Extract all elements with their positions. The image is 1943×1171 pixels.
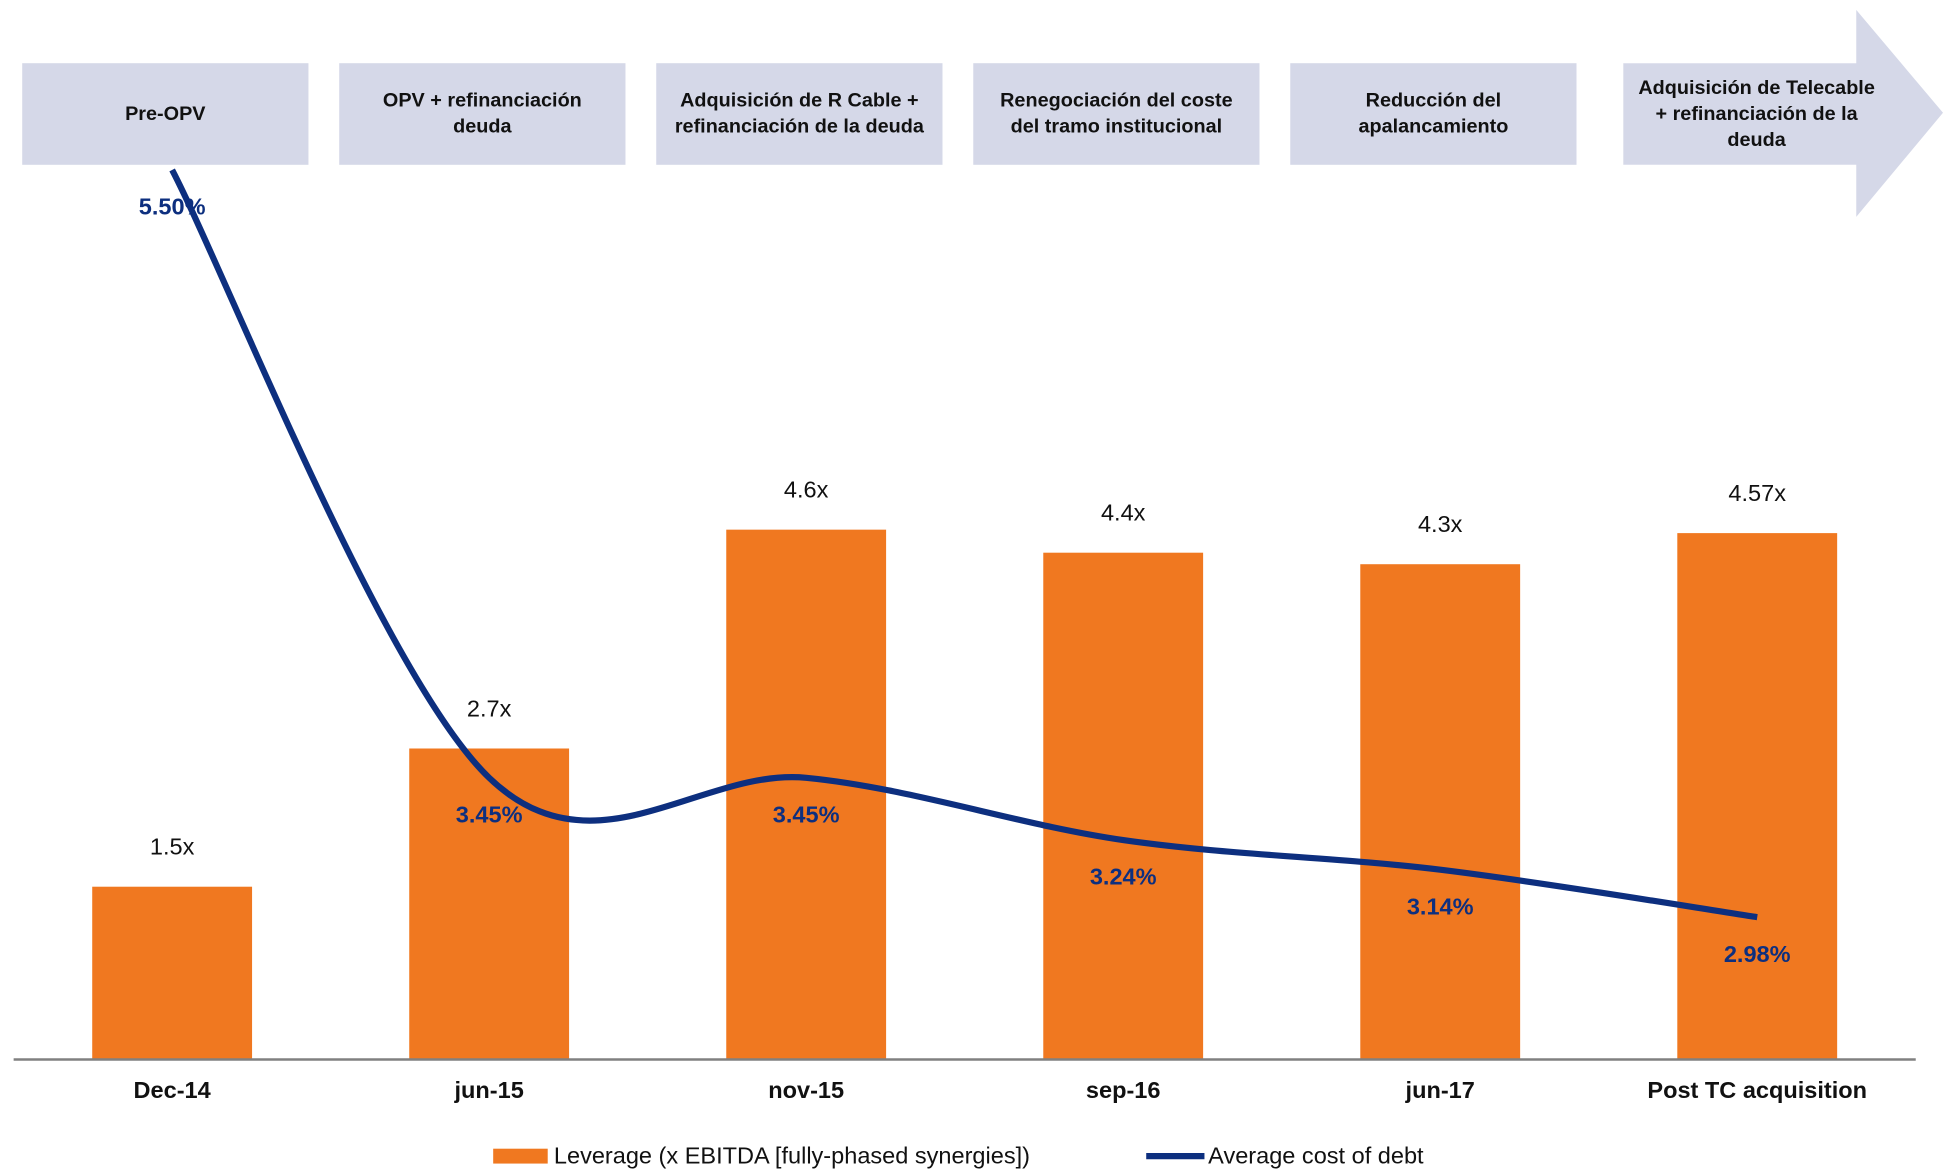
line-value-label: 3.24% [1090, 864, 1157, 890]
line [169, 168, 1758, 921]
x-tick-label: Post TC acquisition [1647, 1077, 1867, 1103]
bar [1360, 564, 1521, 1060]
phase-box [339, 63, 626, 165]
legend-label: Average cost of debt [1208, 1143, 1424, 1169]
x-tick-label: Dec-14 [134, 1077, 211, 1103]
bar [409, 748, 570, 1060]
bar [1043, 552, 1204, 1060]
phase-box [1290, 63, 1577, 165]
phase-label: Pre-OPV [125, 103, 206, 125]
phase-box [973, 63, 1260, 165]
timeline-arrow [1623, 9, 1943, 217]
phase-label-box: Pre-OPV [125, 103, 206, 125]
line-value-label: 3.45% [456, 801, 523, 827]
phase-label: Renegociación del coste del tramo instit… [1000, 90, 1233, 138]
bar-value-label: 4.3x [1418, 511, 1463, 537]
phase-label-box: Adquisición de Telecable + refinanciació… [1638, 77, 1875, 151]
phase-label: Adquisición de Telecable + refinanciació… [1638, 77, 1875, 151]
bar [1677, 533, 1838, 1060]
phase-label-box: OPV + refinanciación deuda [382, 90, 582, 138]
bar-value-label: 1.5x [150, 834, 195, 860]
line-value-label: 5.50% [139, 194, 206, 220]
line-value-label: 3.45% [773, 801, 840, 827]
x-tick-label: jun-17 [1405, 1077, 1475, 1103]
legend-label: Leverage (x EBITDA [fully-phased synergi… [554, 1143, 1030, 1169]
line-value-label: 2.98% [1724, 941, 1791, 967]
x-tick-label: jun-15 [454, 1077, 524, 1103]
bar-value-label: 4.57x [1728, 480, 1786, 506]
phase-label: Reducción del apalancamiento [1358, 90, 1509, 138]
bar [92, 886, 253, 1060]
phase-box [22, 63, 309, 165]
phase-label: OPV + refinanciación deuda [382, 90, 582, 138]
bar-value-label: 4.4x [1101, 499, 1146, 525]
bar-value-label: 2.7x [467, 695, 512, 721]
phase-label-box: Reducción del apalancamiento [1358, 90, 1509, 138]
phase-box [656, 63, 943, 165]
bar-value-label: 4.6x [784, 476, 829, 502]
x-tick-label: sep-16 [1086, 1077, 1161, 1103]
phase-label: Adquisición de R Cable + refinanciación … [674, 90, 924, 138]
x-tick-label: nov-15 [768, 1077, 844, 1103]
phase-label-box: Renegociación del coste del tramo instit… [1000, 90, 1233, 138]
bar [726, 529, 887, 1060]
line-value-label: 3.14% [1407, 893, 1474, 919]
legend-swatch [493, 1148, 548, 1164]
phase-label-box: Adquisición de R Cable + refinanciación … [674, 90, 924, 138]
